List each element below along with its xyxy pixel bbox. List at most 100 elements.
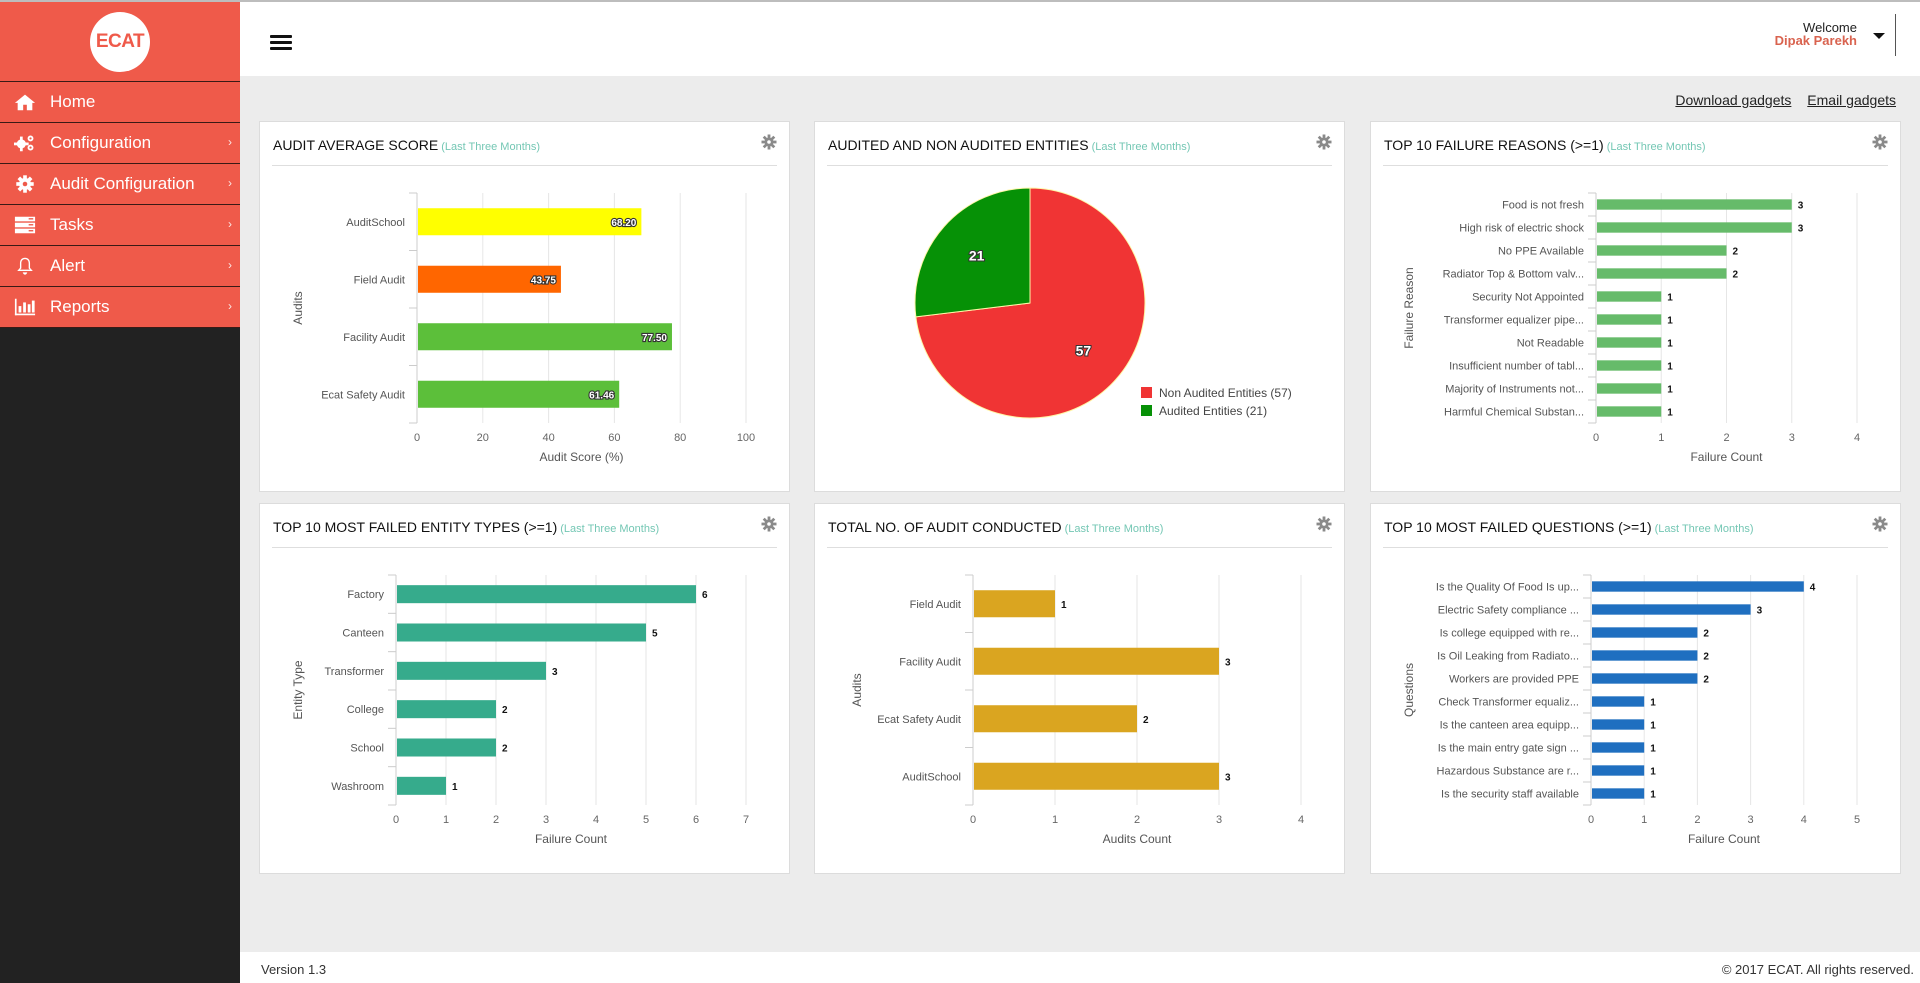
sidebar-item-label: Reports (50, 297, 110, 316)
panel-subtitle: (Last Three Months) (441, 141, 541, 153)
download-gadgets-link[interactable]: Download gadgets (1675, 92, 1792, 108)
bar (1597, 337, 1662, 348)
bar (1592, 604, 1751, 615)
category-label: Insufficient number of tabl... (1449, 361, 1584, 373)
panel-subtitle: (Last Three Months) (560, 523, 660, 535)
category-label: Is the security staff available (1441, 789, 1579, 801)
panel-subtitle: (Last Three Months) (1606, 141, 1706, 153)
x-axis-title: Audits Count (1103, 832, 1172, 846)
gear-icon[interactable] (1316, 516, 1332, 532)
sidebar-item-configuration[interactable]: Configuration › (0, 123, 240, 164)
bar (974, 647, 1219, 675)
panel-header: AUDIT AVERAGE SCORE (Last Three Months) (272, 122, 777, 166)
category-label: Check Transformer equaliz... (1438, 697, 1579, 709)
sidebar-item-alert[interactable]: Alert › (0, 246, 240, 287)
x-tick-label: 0 (970, 814, 976, 826)
panel-title: TOP 10 FAILURE REASONS (>=1) (Last Three … (1384, 137, 1706, 153)
chart-top-failed-entity-types: 0 1 2 3 4 5 6 7 Factory 6 Canteen 5 Transformer 3 Coll… (291, 574, 749, 846)
data-label: 3 (552, 667, 558, 678)
sidebar-item-home[interactable]: Home (0, 82, 240, 123)
gear-icon[interactable] (1872, 134, 1888, 150)
gear-icon[interactable] (1872, 516, 1888, 532)
gadget-links: Download gadgets Email gadgets (1663, 92, 1896, 108)
gear-icon[interactable] (761, 134, 777, 150)
bar (1597, 222, 1792, 233)
chevron-right-icon: › (228, 176, 232, 190)
sidebar-item-label: Home (50, 92, 96, 111)
legend-label: Non Audited Entities (57) (1159, 386, 1292, 400)
user-name[interactable]: Dipak Parekh (1774, 33, 1857, 48)
footer: Version 1.3 © 2017 ECAT. All rights rese… (240, 952, 1920, 983)
ecat-logo[interactable]: ECAT (90, 11, 150, 72)
x-tick-label: 20 (477, 432, 489, 444)
panel-title: AUDIT AVERAGE SCORE (Last Three Months) (273, 137, 541, 153)
category-label: Factory (347, 589, 384, 601)
chevron-right-icon: › (228, 299, 232, 313)
x-axis-title: Failure Count (1688, 832, 1761, 846)
data-label: 1 (1650, 790, 1656, 801)
data-label: 2 (1143, 715, 1149, 726)
x-axis-title: Failure Count (535, 832, 608, 846)
x-tick-label: 0 (393, 814, 399, 826)
panel-subtitle: (Last Three Months) (1654, 523, 1754, 535)
bar (1592, 673, 1698, 684)
data-label: 1 (1667, 408, 1673, 419)
category-label: Is the Quality Of Food Is up... (1436, 582, 1579, 594)
sidebar-item-label: Tasks (50, 215, 94, 234)
panel-title: TOP 10 MOST FAILED ENTITY TYPES (>=1) (La… (273, 519, 660, 535)
x-tick-label: 5 (643, 814, 649, 826)
data-label: 43.75 (531, 275, 556, 286)
sidebar-item-reports[interactable]: Reports › (0, 287, 240, 328)
data-label: 4 (1810, 583, 1816, 594)
panel-subtitle: (Last Three Months) (1064, 523, 1164, 535)
category-label: Is Oil Leaking from Radiato... (1437, 651, 1579, 663)
legend-swatch (1141, 387, 1152, 398)
data-label: 1 (1667, 362, 1673, 373)
bar (974, 705, 1137, 733)
x-tick-label: 3 (1748, 814, 1754, 826)
x-tick-label: 1 (1641, 814, 1647, 826)
copyright-label: © 2017 ECAT. All rights reserved. (1721, 962, 1914, 977)
panel-header: TOP 10 FAILURE REASONS (>=1) (Last Three … (1383, 122, 1888, 166)
category-label: Electric Safety compliance ... (1438, 605, 1579, 617)
category-label: Majority of Instruments not... (1445, 384, 1584, 396)
data-label: 3 (1225, 657, 1231, 668)
x-tick-label: 1 (443, 814, 449, 826)
sidebar-item-audit-configuration[interactable]: Audit Configuration › (0, 164, 240, 205)
bar (397, 738, 496, 757)
x-tick-label: 3 (543, 814, 549, 826)
slice-label: 21 (969, 248, 985, 264)
panel-header: TOP 10 MOST FAILED ENTITY TYPES (>=1) (La… (272, 504, 777, 548)
x-tick-label: 60 (608, 432, 620, 444)
menu-toggle-icon[interactable] (270, 35, 292, 53)
panel-top-failed-questions: TOP 10 MOST FAILED QUESTIONS (>=1) (Last … (1370, 503, 1901, 874)
bar (1597, 268, 1727, 279)
bar (1597, 291, 1662, 302)
sidebar-item-label: Audit Configuration (50, 174, 195, 193)
sidebar-item-tasks[interactable]: Tasks › (0, 205, 240, 246)
bar (1597, 360, 1662, 371)
panel-title: AUDITED AND NON AUDITED ENTITIES (Last Th… (828, 137, 1191, 153)
data-label: 2 (1703, 652, 1709, 663)
bar (418, 380, 620, 408)
x-tick-label: 6 (693, 814, 699, 826)
gear-icon[interactable] (761, 516, 777, 532)
category-label: Is the canteen area equipp... (1440, 720, 1579, 732)
gear-icon[interactable] (1316, 134, 1332, 150)
email-gadgets-link[interactable]: Email gadgets (1807, 92, 1896, 108)
panel-title: TOP 10 MOST FAILED QUESTIONS (>=1) (Last … (1384, 519, 1754, 535)
data-label: 2 (502, 705, 508, 716)
y-axis-title: Questions (1402, 663, 1416, 717)
category-label: Radiator Top & Bottom valv... (1443, 269, 1584, 281)
category-label: Field Audit (910, 599, 961, 611)
x-tick-label: 2 (1134, 814, 1140, 826)
data-label: 68.20 (611, 218, 636, 229)
category-label: Ecat Safety Audit (321, 389, 405, 401)
x-tick-label: 0 (414, 432, 420, 444)
category-label: Security Not Appointed (1472, 292, 1584, 304)
caret-down-icon[interactable] (1873, 33, 1885, 39)
user-menu[interactable]: Welcome Dipak Parekh (1775, 21, 1857, 47)
data-label: 2 (1733, 247, 1739, 258)
panel-top-failed-entity-types: TOP 10 MOST FAILED ENTITY TYPES (>=1) (La… (259, 503, 790, 874)
sidebar-item-label: Configuration (50, 133, 152, 152)
